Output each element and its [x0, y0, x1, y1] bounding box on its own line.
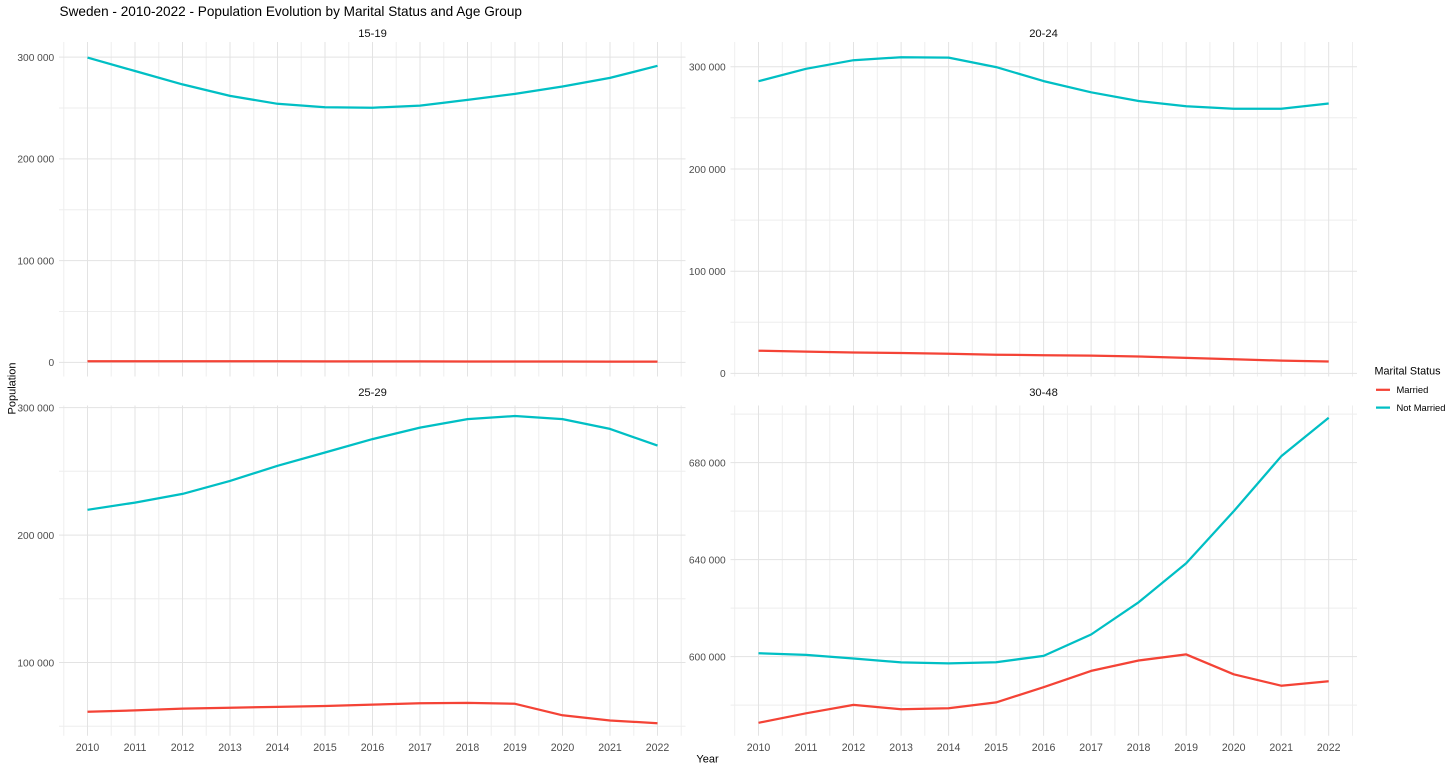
svg-text:2022: 2022: [646, 742, 670, 754]
svg-text:2012: 2012: [842, 742, 866, 754]
svg-text:2022: 2022: [1317, 742, 1341, 754]
svg-text:20-24: 20-24: [1029, 28, 1058, 40]
svg-text:30-48: 30-48: [1029, 387, 1058, 399]
svg-text:25-29: 25-29: [358, 387, 387, 399]
svg-text:2020: 2020: [1222, 742, 1246, 754]
svg-text:2017: 2017: [408, 742, 432, 754]
svg-text:2013: 2013: [218, 742, 242, 754]
svg-text:2021: 2021: [1269, 742, 1293, 754]
svg-text:2015: 2015: [984, 742, 1008, 754]
svg-text:2014: 2014: [937, 742, 961, 754]
svg-text:Population: Population: [7, 363, 19, 415]
svg-text:Sweden - 2010-2022 - Populatio: Sweden - 2010-2022 - Population Evolutio…: [60, 4, 522, 19]
svg-text:100 000: 100 000: [17, 658, 54, 669]
svg-text:2018: 2018: [456, 742, 480, 754]
svg-text:2017: 2017: [1079, 742, 1103, 754]
svg-text:300 000: 300 000: [17, 403, 54, 414]
svg-text:Marital Status: Marital Status: [1375, 366, 1442, 378]
svg-text:600 000: 600 000: [689, 652, 726, 663]
svg-text:Not Married: Not Married: [1397, 402, 1446, 413]
svg-text:Year: Year: [696, 754, 719, 766]
svg-text:2015: 2015: [313, 742, 337, 754]
svg-text:2010: 2010: [76, 742, 100, 754]
svg-text:300 000: 300 000: [689, 63, 726, 74]
svg-text:2018: 2018: [1127, 742, 1151, 754]
svg-text:15-19: 15-19: [358, 28, 387, 40]
svg-text:2021: 2021: [598, 742, 622, 754]
svg-text:2020: 2020: [551, 742, 575, 754]
svg-text:2016: 2016: [361, 742, 385, 754]
svg-text:Married: Married: [1397, 384, 1429, 395]
svg-text:2016: 2016: [1032, 742, 1056, 754]
svg-text:300 000: 300 000: [17, 53, 54, 64]
svg-text:2019: 2019: [503, 742, 527, 754]
svg-text:200 000: 200 000: [17, 155, 54, 166]
svg-text:2019: 2019: [1174, 742, 1198, 754]
svg-text:680 000: 680 000: [689, 458, 726, 469]
svg-text:0: 0: [49, 358, 55, 369]
svg-text:0: 0: [720, 369, 726, 380]
svg-text:2014: 2014: [266, 742, 290, 754]
svg-text:2011: 2011: [795, 742, 818, 754]
svg-text:200 000: 200 000: [689, 165, 726, 176]
svg-text:2010: 2010: [747, 742, 771, 754]
svg-text:640 000: 640 000: [689, 555, 726, 566]
svg-text:200 000: 200 000: [17, 531, 54, 542]
svg-text:2011: 2011: [124, 742, 147, 754]
svg-text:100 000: 100 000: [17, 256, 54, 267]
svg-text:2012: 2012: [171, 742, 195, 754]
svg-text:2013: 2013: [889, 742, 913, 754]
svg-text:100 000: 100 000: [689, 267, 726, 278]
